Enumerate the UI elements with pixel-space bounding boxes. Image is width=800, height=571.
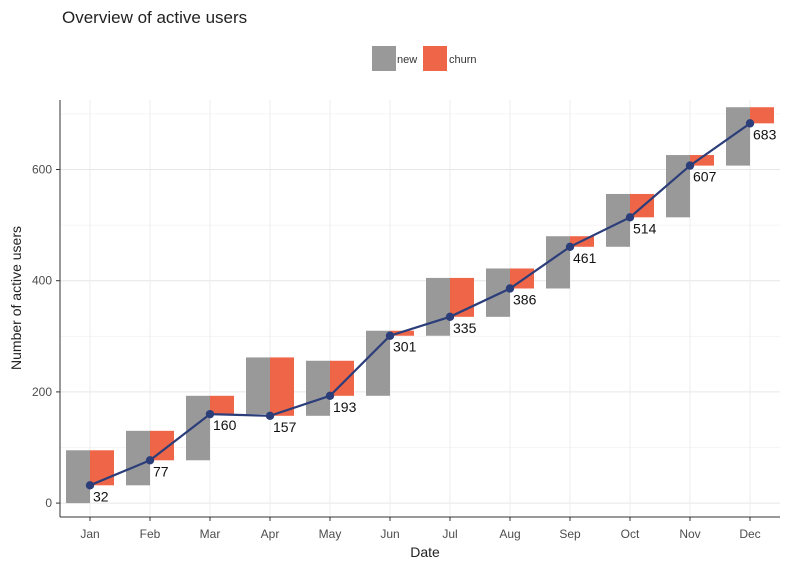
legend-new-swatch [372, 46, 396, 71]
data-label: 335 [453, 320, 477, 336]
x-tick-label: Sep [559, 527, 581, 541]
y-tick-label: 600 [32, 163, 52, 177]
active-users-point [745, 119, 755, 128]
data-label: 683 [753, 126, 777, 142]
x-tick-label: Oct [621, 527, 640, 541]
bar-new [426, 277, 450, 336]
x-tick-label: Apr [261, 527, 280, 541]
active-users-point [325, 391, 335, 400]
data-label: 32 [93, 488, 109, 504]
x-tick-label: Jun [380, 527, 399, 541]
active-users-point [85, 481, 95, 490]
legend: new churn [372, 46, 477, 71]
data-label: 193 [333, 399, 357, 415]
data-label: 301 [393, 339, 417, 355]
active-users-point [625, 213, 635, 222]
y-tick-label: 0 [45, 496, 52, 510]
active-users-point [385, 331, 395, 340]
y-tick-label: 200 [32, 385, 52, 399]
x-tick-label: Nov [679, 527, 700, 541]
data-label: 461 [573, 250, 597, 266]
bar-new [246, 357, 270, 415]
active-users-point [565, 242, 575, 251]
bar-churn [690, 155, 714, 166]
x-tick-label: May [319, 527, 342, 541]
data-label: 386 [513, 291, 537, 307]
x-tick-label: Mar [200, 527, 221, 541]
legend-new-label: new [397, 54, 417, 66]
data-label: 607 [693, 169, 717, 185]
bar-churn [330, 360, 354, 396]
legend-churn-swatch [423, 46, 447, 71]
bar-new [486, 268, 510, 317]
active-users-point [685, 161, 695, 170]
axes: 0 200 400 600 Jan Feb Mar Apr May Jun Jul Aug Sep Oct… [32, 100, 780, 541]
data-label: 77 [153, 463, 169, 479]
data-label: 514 [633, 220, 657, 236]
active-users-point [445, 312, 455, 322]
active-users-point [145, 456, 155, 465]
data-labels: 32 77 160 157 193 301 335 386 461 514 607 683 [93, 126, 777, 504]
bar-new [366, 330, 390, 396]
active-users-point [205, 409, 215, 419]
x-tick-label: Jul [442, 527, 457, 541]
bar-churn [390, 330, 414, 336]
bar-churn [750, 107, 774, 124]
x-tick-label: Jan [80, 527, 99, 541]
x-tick-label: Dec [739, 527, 760, 541]
bar-churn [270, 357, 294, 416]
data-label: 157 [273, 419, 297, 435]
active-users-line [85, 119, 755, 490]
bar-new [606, 193, 630, 247]
y-tick-label: 400 [32, 274, 52, 288]
data-label: 160 [213, 417, 237, 433]
bar-new [66, 450, 90, 504]
active-users-line-path [89, 122, 751, 487]
active-users-point [265, 411, 275, 421]
x-tick-label: Aug [499, 527, 520, 541]
bar-new [126, 430, 150, 486]
legend-churn-label: churn [449, 54, 477, 66]
bar-new [546, 236, 570, 289]
bar-new [306, 360, 330, 416]
chart-title: Overview of active users [62, 8, 247, 27]
y-axis-title: Number of active users [8, 226, 24, 370]
x-tick-label: Feb [140, 527, 161, 541]
x-axis-title: Date [410, 544, 440, 560]
bar-churn [210, 395, 234, 415]
bar-new [186, 395, 210, 461]
grid [60, 100, 780, 517]
active-users-point [505, 284, 515, 293]
